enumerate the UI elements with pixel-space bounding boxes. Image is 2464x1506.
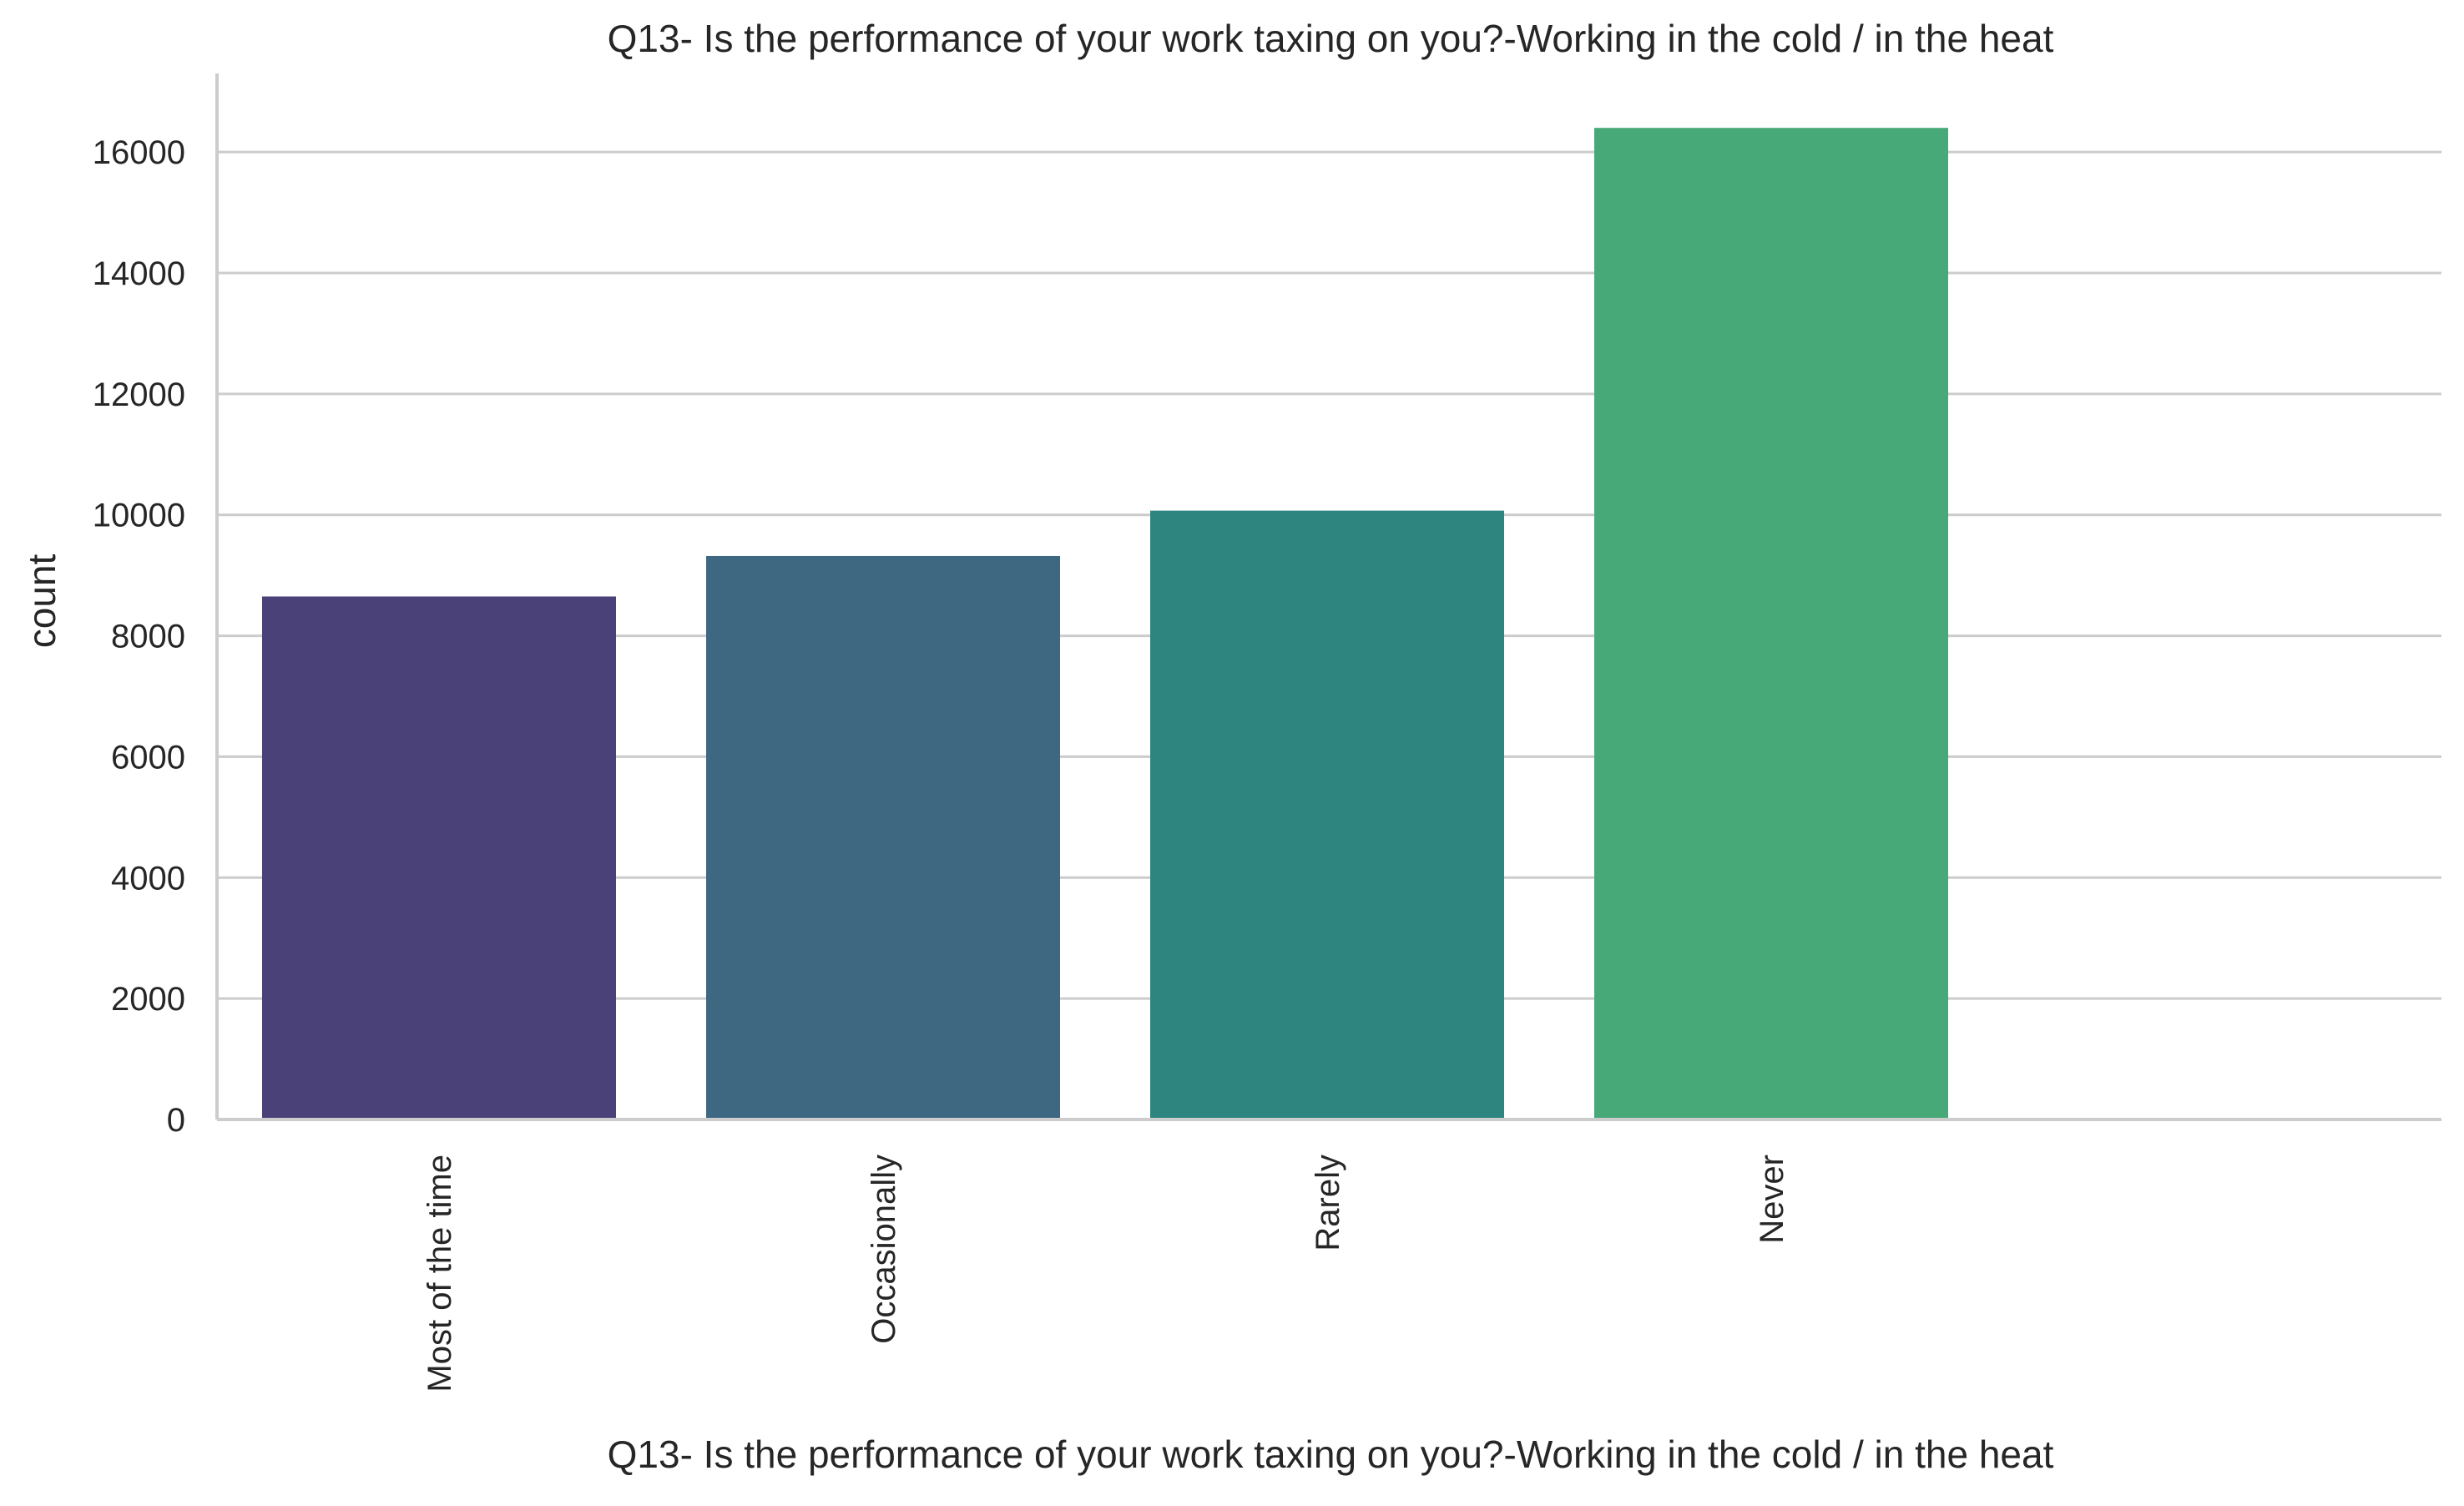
y-tick-label: 4000 [111,860,185,897]
tick-labels: 0 2000 4000 6000 8000 10000 12000 14000 16000 Mos… [93,134,1790,1392]
y-tick-label: 2000 [111,981,185,1018]
y-tick-label: 8000 [111,619,185,655]
y-tick-label: 12000 [93,376,185,413]
axes [215,73,2441,1121]
y-tick-label: 16000 [93,134,185,171]
x-tick-label: Never [1754,1155,1790,1244]
bar-occasionally [706,555,1060,1119]
bar-most-of-the-time [262,596,616,1119]
bar-never [1594,128,1948,1120]
y-axis-label: count [20,554,63,649]
x-tick-label: Rarely [1310,1155,1346,1251]
bars [262,128,1948,1120]
y-tick-label: 0 [167,1102,185,1139]
x-tick-label: Most of the time [422,1155,458,1392]
y-tick-label: 10000 [93,498,185,534]
x-tick-label: Occasionally [866,1155,902,1344]
y-tick-label: 14000 [93,255,185,292]
y-tick-label: 6000 [111,739,185,776]
bar-rarely [1150,510,1504,1119]
chart-title: Q13- Is the performance of your work tax… [608,17,2054,60]
x-axis-label: Q13- Is the performance of your work tax… [608,1433,2054,1476]
